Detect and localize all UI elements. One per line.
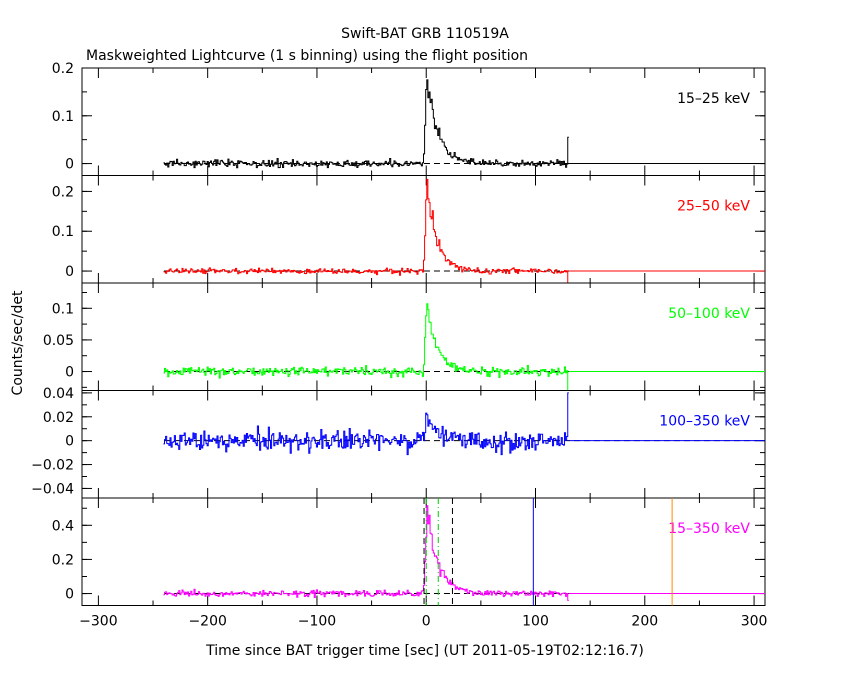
band-label: 15–350 keV	[668, 521, 750, 537]
x-tick-label: −300	[79, 614, 117, 630]
chart-title: Swift-BAT GRB 110519A	[341, 26, 509, 42]
y-tick-label: −0.02	[31, 458, 74, 474]
y-tick-label: 0.2	[52, 184, 74, 200]
x-tick-label: 100	[522, 614, 549, 630]
y-axis-label: Counts/sec/det	[10, 290, 26, 395]
x-tick-label: 0	[422, 614, 431, 630]
panel-5: 0 0.2 0.4 15–350 keV	[52, 497, 766, 606]
series-line	[163, 392, 569, 456]
y-tick-label: 0	[65, 434, 74, 450]
series-line	[163, 79, 569, 169]
panel-4: −0.04 −0.02 0 0.02 0.04 100–350 keV	[31, 386, 766, 499]
x-tick-label: 300	[741, 614, 768, 630]
band-label: 25–50 keV	[677, 199, 750, 215]
x-tick-label: −100	[298, 614, 336, 630]
panel-frame	[81, 390, 766, 499]
y-tick-label: 0.4	[52, 518, 74, 534]
y-tick-label: 0.2	[52, 552, 74, 568]
panel-frame	[81, 497, 766, 606]
y-tick-label: 0.02	[43, 410, 74, 426]
panel-3: 0 0.05 0.1 50–100 keV	[43, 282, 766, 391]
x-tick-label: −200	[188, 614, 226, 630]
y-tick-label: −0.04	[31, 481, 74, 497]
series-line	[163, 303, 569, 391]
y-tick-label: 0.1	[52, 224, 74, 240]
y-tick-label: 0.1	[52, 109, 74, 125]
panels-group: 0 0.1 0.2 15–25 keV 0 0.1 0.2 25–50 keV 0 0.05 0.1…	[31, 61, 767, 630]
y-tick-label: 0.2	[52, 61, 74, 77]
band-label: 50–100 keV	[668, 306, 750, 322]
series-line	[163, 505, 569, 601]
chart-subtitle: Maskweighted Lightcurve (1 s binning) us…	[86, 48, 528, 64]
series-line	[163, 178, 569, 284]
band-label: 15–25 keV	[677, 91, 750, 107]
y-tick-label: 0	[65, 587, 74, 603]
y-tick-label: 0.05	[43, 333, 74, 349]
y-tick-label: 0.1	[52, 301, 74, 317]
y-tick-label: 0.04	[43, 386, 74, 402]
panel-1: 0 0.1 0.2 15–25 keV	[52, 61, 766, 176]
y-tick-label: 0	[65, 264, 74, 280]
y-tick-label: 0	[65, 157, 74, 173]
x-tick-label: 200	[631, 614, 658, 630]
band-label: 100–350 keV	[659, 414, 750, 430]
y-tick-label: 0	[65, 365, 74, 381]
x-axis-label: Time since BAT trigger time [sec] (UT 20…	[205, 643, 644, 659]
panel-2: 0 0.1 0.2 25–50 keV	[52, 175, 766, 284]
